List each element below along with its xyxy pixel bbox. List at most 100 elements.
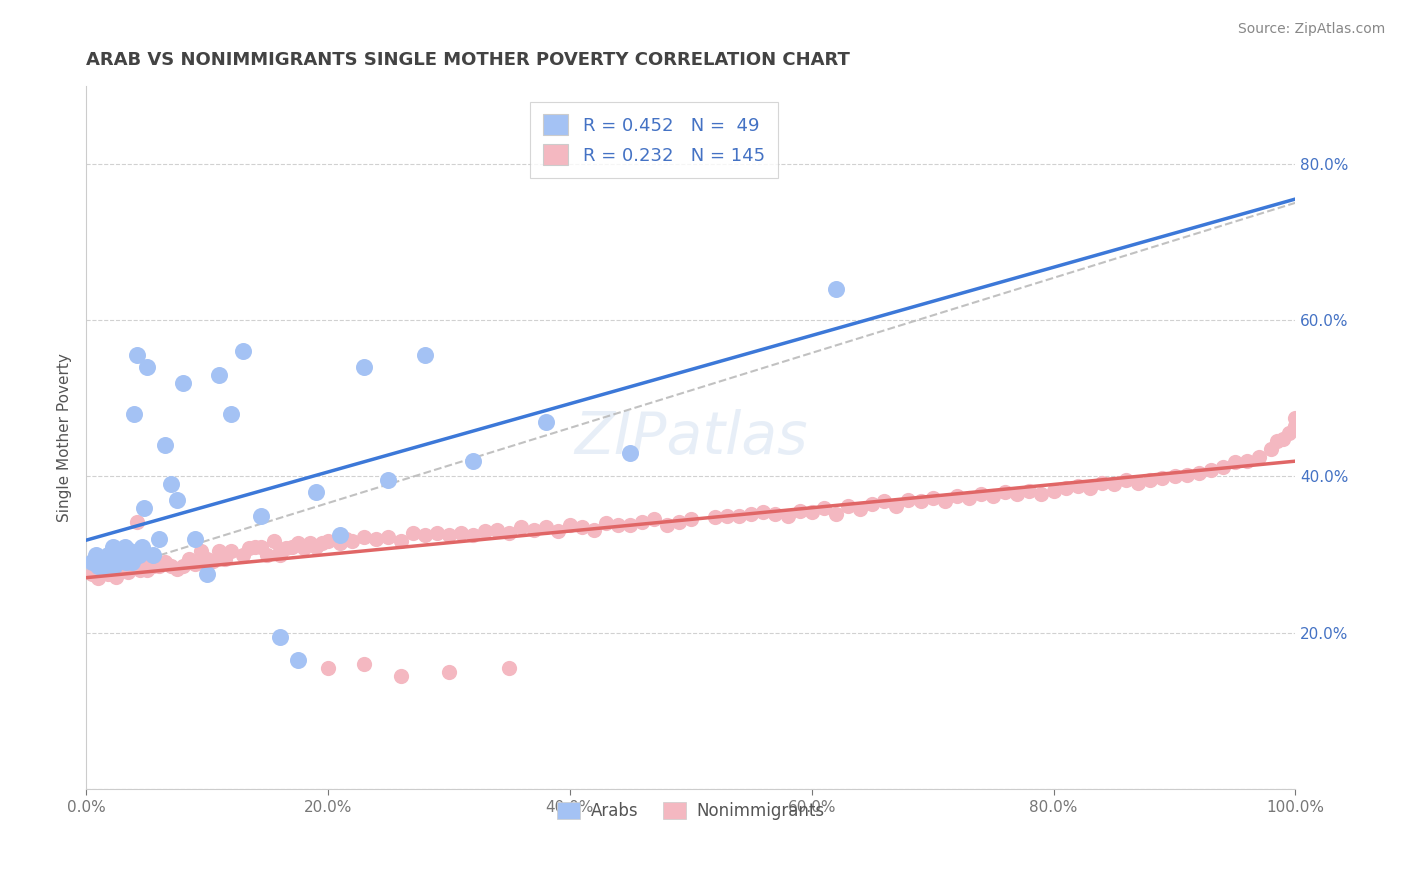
Point (1212, 460, 1234, 475)
Point (153, 556, 176, 570)
Point (245, 540, 267, 554)
Point (1139, 474, 1161, 488)
Point (97, 567, 120, 582)
Point (534, 415, 557, 429)
Point (437, 528, 460, 542)
Point (595, 516, 617, 531)
Point (765, 507, 787, 521)
Point (1102, 477, 1125, 491)
Point (121, 556, 143, 570)
Point (280, 540, 302, 554)
Point (117, 565, 139, 579)
Point (353, 359, 375, 374)
Point (112, 548, 135, 562)
Text: ZIPatlas: ZIPatlas (574, 409, 807, 466)
Point (269, 543, 291, 558)
Point (498, 525, 520, 540)
Point (195, 551, 218, 566)
Point (1265, 434, 1288, 449)
Point (1031, 486, 1053, 500)
Point (256, 548, 278, 562)
Point (401, 525, 423, 540)
Point (776, 508, 799, 523)
Point (114, 562, 136, 576)
Point (631, 515, 654, 529)
Point (287, 536, 309, 550)
Point (1260, 442, 1282, 456)
Point (1163, 469, 1185, 483)
Point (84, 548, 107, 562)
Point (1152, 471, 1174, 485)
Point (946, 489, 969, 503)
Point (837, 499, 859, 513)
Point (177, 551, 200, 566)
Point (298, 536, 321, 550)
Point (1199, 463, 1222, 477)
Point (1284, 410, 1306, 425)
Point (752, 505, 775, 519)
Point (219, 543, 242, 558)
Point (311, 536, 333, 550)
Point (389, 533, 412, 548)
Point (474, 524, 496, 539)
Point (825, 282, 848, 296)
Point (1223, 455, 1246, 469)
Point (353, 657, 375, 672)
Point (287, 653, 309, 667)
Point (250, 540, 273, 554)
Point (1272, 432, 1295, 446)
Point (125, 348, 148, 362)
Point (84, 563, 107, 577)
Point (413, 528, 436, 542)
Point (105, 569, 128, 583)
Point (789, 504, 811, 518)
Point (970, 486, 993, 500)
Point (134, 500, 156, 515)
Point (522, 523, 544, 537)
Point (316, 661, 339, 675)
Point (195, 567, 218, 582)
Point (96, 556, 118, 570)
Point (886, 499, 908, 513)
Point (214, 551, 236, 566)
Point (190, 543, 212, 558)
Point (437, 665, 460, 679)
Point (87, 559, 110, 574)
Point (117, 551, 139, 566)
Text: Source: ZipAtlas.com: Source: ZipAtlas.com (1237, 22, 1385, 37)
Point (108, 563, 131, 577)
Point (461, 528, 484, 542)
Point (534, 520, 557, 534)
Point (97, 548, 120, 562)
Point (340, 533, 363, 548)
Point (981, 489, 1004, 503)
Point (172, 376, 194, 390)
Point (98, 548, 121, 562)
Point (269, 548, 291, 562)
Point (153, 438, 176, 452)
Point (134, 559, 156, 574)
Point (1188, 466, 1211, 480)
Point (571, 520, 593, 534)
Point (704, 510, 727, 524)
Point (232, 344, 254, 359)
Point (108, 551, 131, 566)
Point (93, 559, 115, 574)
Point (172, 559, 194, 574)
Point (1128, 475, 1150, 490)
Point (486, 523, 509, 537)
Point (305, 485, 328, 500)
Point (232, 548, 254, 562)
Point (1249, 450, 1271, 464)
Point (118, 543, 141, 558)
Point (250, 508, 273, 523)
Point (461, 454, 484, 468)
Point (329, 536, 352, 550)
Point (389, 669, 412, 683)
Point (1042, 483, 1064, 498)
Point (934, 494, 956, 508)
Point (377, 474, 399, 488)
Point (510, 520, 533, 534)
Point (135, 359, 157, 374)
Point (82, 567, 104, 582)
